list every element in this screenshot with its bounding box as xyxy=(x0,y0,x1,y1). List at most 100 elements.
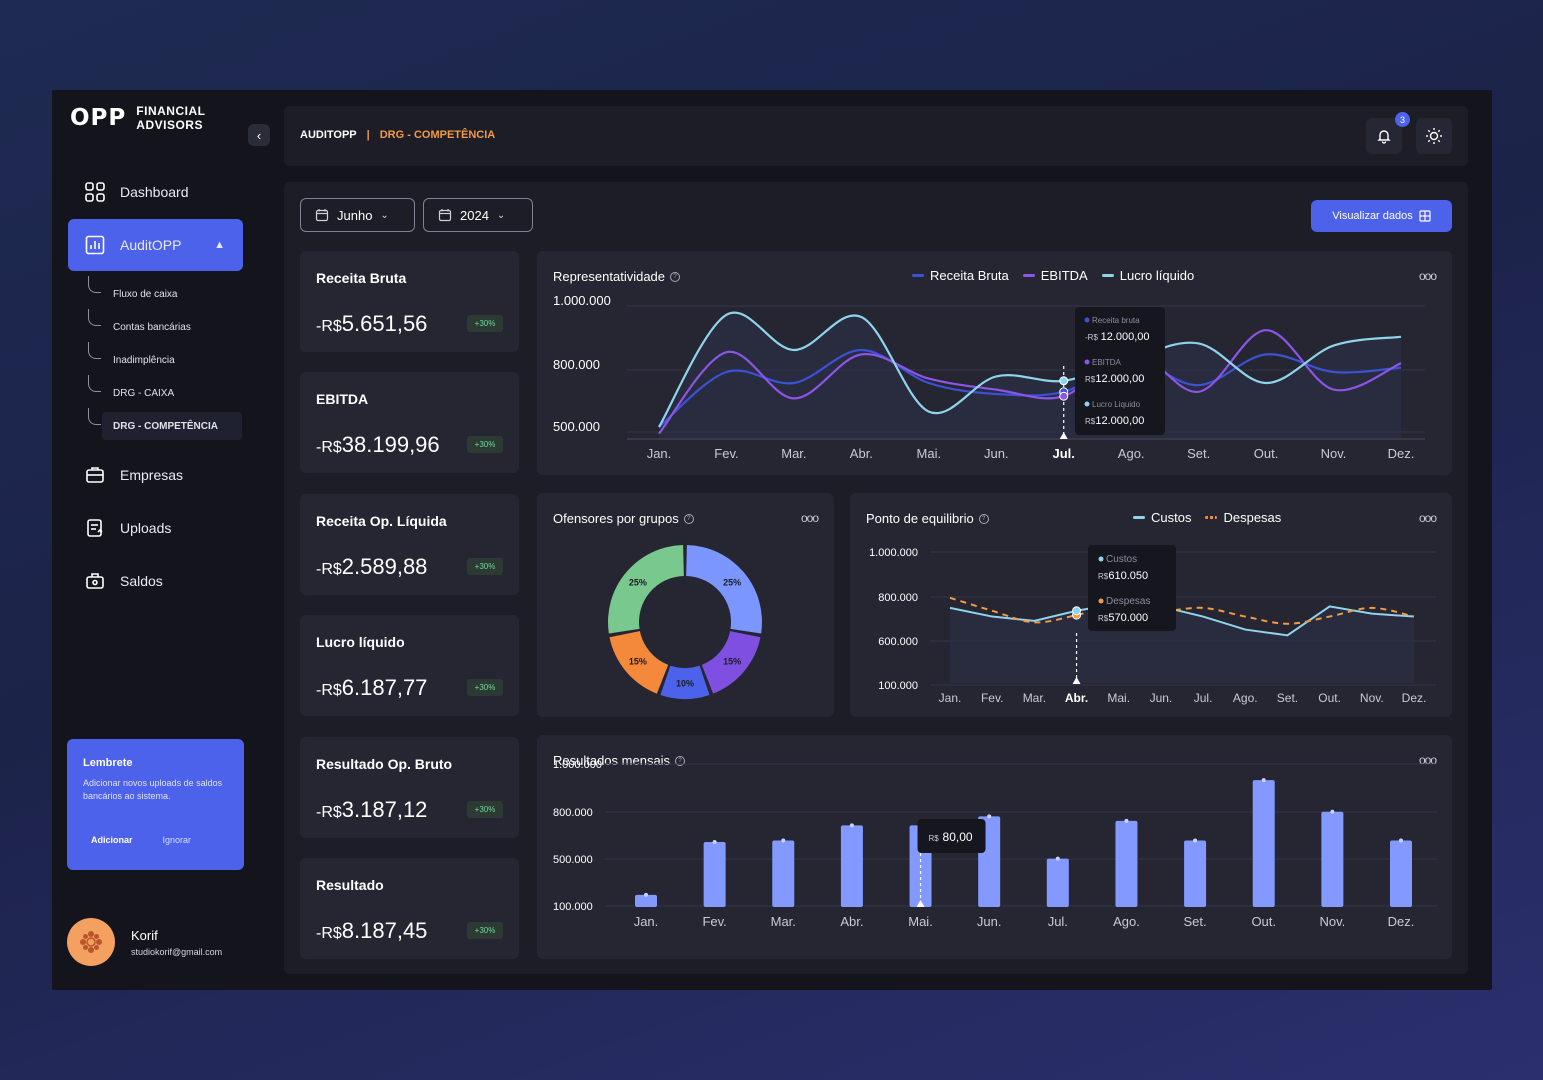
x-tick-label: Set. xyxy=(1187,446,1210,461)
y-tick-label: 600.000 xyxy=(878,636,918,648)
submenu-item-drg-caixa[interactable]: DRG - CAIXA xyxy=(88,375,242,407)
tooltip-dot xyxy=(1098,598,1104,604)
tooltip-value: 12.000,00 xyxy=(1095,373,1144,385)
tooltip-dot xyxy=(1084,317,1090,323)
tooltip-value: 12.000,00 xyxy=(1101,331,1150,343)
submenu-item-contas-bancarias[interactable]: Contas bancárias xyxy=(88,309,242,341)
x-tick-label: Ago. xyxy=(1233,691,1258,705)
bar-cap xyxy=(1193,838,1198,843)
sidebar-item-auditopp[interactable]: AuditOPP ▲ xyxy=(68,219,243,271)
x-tick-label: Jun. xyxy=(984,446,1009,461)
chevron-left-icon: ‹ xyxy=(256,127,262,143)
bar xyxy=(1046,858,1069,907)
year-value: 2024 xyxy=(460,207,489,223)
more-options-icon[interactable]: ooo xyxy=(800,511,819,525)
legend-item[interactable]: EBITDA xyxy=(1022,268,1088,283)
more-options-icon[interactable]: ooo xyxy=(1418,511,1437,525)
chevron-down-icon: ⌄ xyxy=(496,209,506,221)
kpi-card-receita-bruta: Receita Bruta -R$5.651,56 +30% xyxy=(300,251,519,352)
representatividade-card: Representatividade? Receita Bruta EBITDA… xyxy=(537,251,1452,475)
tooltip-box xyxy=(1075,307,1165,435)
reminder-ignore-button[interactable]: Ignorar xyxy=(162,835,192,845)
card-title: Representatividade? xyxy=(553,269,681,284)
bar xyxy=(1252,780,1275,907)
logo-text: FINANCIAL ADVISORS xyxy=(136,104,206,132)
card-title: Ofensores por grupos? xyxy=(553,511,694,526)
notifications-button[interactable]: 3 xyxy=(1366,112,1410,154)
visualize-data-button[interactable]: Visualizar dados xyxy=(1311,200,1452,232)
ofensores-donut-chart: 25% 15% 10% 15% 25% xyxy=(608,545,762,699)
avatar xyxy=(67,918,115,966)
series-area-lucro xyxy=(659,312,1401,438)
breadcrumb-root[interactable]: AUDITOPP xyxy=(300,129,357,141)
kpi-delta-badge: +30% xyxy=(467,315,503,332)
sidebar-item-label: Uploads xyxy=(120,520,172,536)
tooltip-dot xyxy=(1098,556,1104,562)
x-tick-label: Nov. xyxy=(1321,446,1347,461)
submenu-item-drg-competencia[interactable]: DRG - COMPETÊNCIA xyxy=(88,408,242,440)
kpi-value: -R$2.589,88 xyxy=(316,554,428,579)
month-select[interactable]: Junho ⌄ xyxy=(300,198,415,232)
breadcrumb: AUDITOPP | DRG - COMPETÊNCIA xyxy=(300,129,495,141)
sidebar-item-uploads[interactable]: Uploads xyxy=(68,502,243,554)
wallet-icon xyxy=(86,573,104,589)
help-icon[interactable]: ? xyxy=(675,755,686,766)
tooltip-prefix: R$ xyxy=(1098,614,1109,623)
collapse-sidebar-button[interactable]: ‹ xyxy=(248,124,270,146)
x-tick-label: Mar. xyxy=(781,446,806,461)
bar xyxy=(635,894,657,907)
legend-item[interactable]: Despesas xyxy=(1205,510,1281,525)
help-icon[interactable]: ? xyxy=(978,513,989,524)
bar-cap xyxy=(1330,809,1335,814)
help-icon[interactable]: ? xyxy=(683,513,694,524)
bell-icon xyxy=(1377,130,1391,144)
legend-item[interactable]: Lucro líquido xyxy=(1101,268,1194,283)
sidebar-item-empresas[interactable]: Empresas xyxy=(68,449,243,501)
sidebar-item-saldos[interactable]: Saldos xyxy=(68,555,243,607)
user-profile[interactable]: Korif studiokorif@gmail.com xyxy=(67,918,222,966)
tooltip-label: Custos xyxy=(1106,554,1137,565)
donut-slice xyxy=(660,665,710,699)
x-tick-label: Fev. xyxy=(981,691,1003,705)
kpi-delta-badge: +30% xyxy=(467,922,503,939)
reminder-add-button[interactable]: Adicionar xyxy=(91,835,133,845)
calendar-icon xyxy=(315,209,329,222)
bar-cap xyxy=(1399,838,1403,843)
kpi-delta-badge: +30% xyxy=(467,558,503,575)
year-select[interactable]: 2024 ⌄ xyxy=(423,198,533,232)
app-frame: OPP FINANCIAL ADVISORS ‹ Dashboard Audit… xyxy=(52,90,1492,990)
bar-cap xyxy=(1261,778,1266,783)
donut-slice-label: 10% xyxy=(676,679,694,689)
legend-item[interactable]: Custos xyxy=(1133,510,1191,525)
x-tick-label: Set. xyxy=(1184,914,1207,929)
y-tick-label: 1.000.000 xyxy=(553,759,602,771)
x-tick-label: Dez. xyxy=(1388,914,1415,929)
submenu-item-inadimplencia[interactable]: Inadimplência xyxy=(88,342,242,374)
bar xyxy=(772,840,795,907)
reminder-text: Adicionar novos uploads de saldos bancár… xyxy=(83,778,223,801)
x-tick-label: Ago. xyxy=(1113,914,1140,929)
kpi-title: Receita Bruta xyxy=(316,270,407,286)
more-options-icon[interactable]: ooo xyxy=(1418,269,1437,283)
ponto-equilibrio-card: Ponto de equilibrio? Custos Despesas ooo… xyxy=(850,493,1452,717)
sidebar-item-dashboard[interactable]: Dashboard xyxy=(68,166,243,218)
bar-cap xyxy=(849,823,854,828)
submenu-item-fluxo-de-caixa[interactable]: Fluxo de caixa xyxy=(88,276,242,308)
highlight-marker xyxy=(916,900,925,907)
briefcase-icon xyxy=(86,467,104,483)
calendar-icon xyxy=(438,209,452,222)
reminder-title: Lembrete xyxy=(83,757,133,769)
x-tick-label: Abr. xyxy=(840,914,863,929)
highlight-marker xyxy=(1059,432,1068,439)
kpi-delta-badge: +30% xyxy=(467,801,503,818)
theme-toggle-button[interactable] xyxy=(1416,118,1452,154)
tooltip-dot xyxy=(1084,359,1090,365)
bar xyxy=(1184,840,1207,907)
x-tick-label: Jul. xyxy=(1194,691,1213,705)
legend-item[interactable]: Receita Bruta xyxy=(912,268,1009,283)
help-icon[interactable]: ? xyxy=(670,271,681,282)
x-tick-label: Out. xyxy=(1318,691,1341,705)
y-tick-label: 1.000.000 xyxy=(553,293,611,308)
kpi-card-ebitda: EBITDA -R$38.199,96 +30% xyxy=(300,372,519,473)
kpi-value: -R$8.187,45 xyxy=(316,918,428,943)
